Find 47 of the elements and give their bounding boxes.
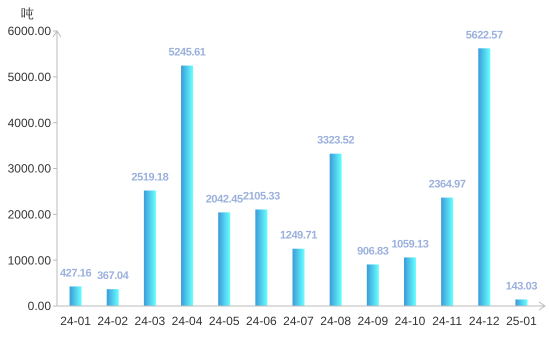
data-label: 2364.97 bbox=[428, 178, 466, 191]
data-label: 2042.45 bbox=[206, 193, 243, 206]
x-tick-label: 24-07 bbox=[283, 314, 314, 328]
bar bbox=[70, 286, 82, 306]
y-tick-label: 0.00 bbox=[28, 299, 52, 314]
bar bbox=[144, 190, 156, 306]
x-tick-label: 24-05 bbox=[208, 314, 240, 328]
y-tick-label: 3000.00 bbox=[8, 162, 52, 176]
data-label: 427.16 bbox=[60, 267, 92, 280]
x-tick-label: 24-10 bbox=[394, 314, 426, 328]
bar bbox=[404, 257, 416, 306]
bar bbox=[106, 289, 119, 306]
bar bbox=[218, 212, 230, 306]
data-label: 5622.57 bbox=[466, 29, 504, 42]
x-tick-label: 24-11 bbox=[432, 314, 462, 328]
data-label: 3323.52 bbox=[317, 134, 354, 147]
data-label: 1059.13 bbox=[391, 238, 429, 250]
y-tick-label: 1000.00 bbox=[8, 253, 52, 268]
x-tick-label: 24-09 bbox=[357, 314, 388, 328]
x-tick-label: 24-04 bbox=[172, 314, 203, 328]
data-label: 906.83 bbox=[357, 245, 389, 258]
bar bbox=[292, 248, 304, 306]
x-tick-label: 24-01 bbox=[60, 314, 92, 328]
data-label: 2519.18 bbox=[131, 172, 169, 184]
y-tick-label: 2000.00 bbox=[8, 208, 52, 222]
bar bbox=[330, 154, 342, 306]
bar bbox=[478, 48, 490, 306]
bar bbox=[441, 198, 454, 306]
y-tick-label: 5000.00 bbox=[8, 70, 52, 84]
data-label: 1249.71 bbox=[280, 230, 318, 242]
y-axis-title: 吨 bbox=[21, 7, 34, 22]
y-tick-label: 4000.00 bbox=[8, 116, 52, 130]
y-tick-label: 6000.00 bbox=[8, 24, 52, 38]
data-label: 5245.61 bbox=[168, 46, 206, 59]
x-tick-label: 24-02 bbox=[97, 314, 128, 328]
x-tick-label: 24-06 bbox=[246, 314, 278, 328]
data-label: 367.04 bbox=[97, 270, 130, 282]
bar bbox=[181, 66, 194, 306]
x-tick-label: 24-03 bbox=[134, 314, 166, 328]
bar bbox=[255, 210, 268, 306]
bar bbox=[515, 299, 528, 306]
bar bbox=[366, 264, 379, 306]
x-tick-label: 24-08 bbox=[320, 314, 352, 328]
x-tick-label: 24-12 bbox=[468, 314, 500, 328]
x-tick-label: 25-01 bbox=[506, 314, 538, 328]
data-label: 143.03 bbox=[506, 280, 538, 292]
data-label: 2105.33 bbox=[242, 190, 280, 203]
